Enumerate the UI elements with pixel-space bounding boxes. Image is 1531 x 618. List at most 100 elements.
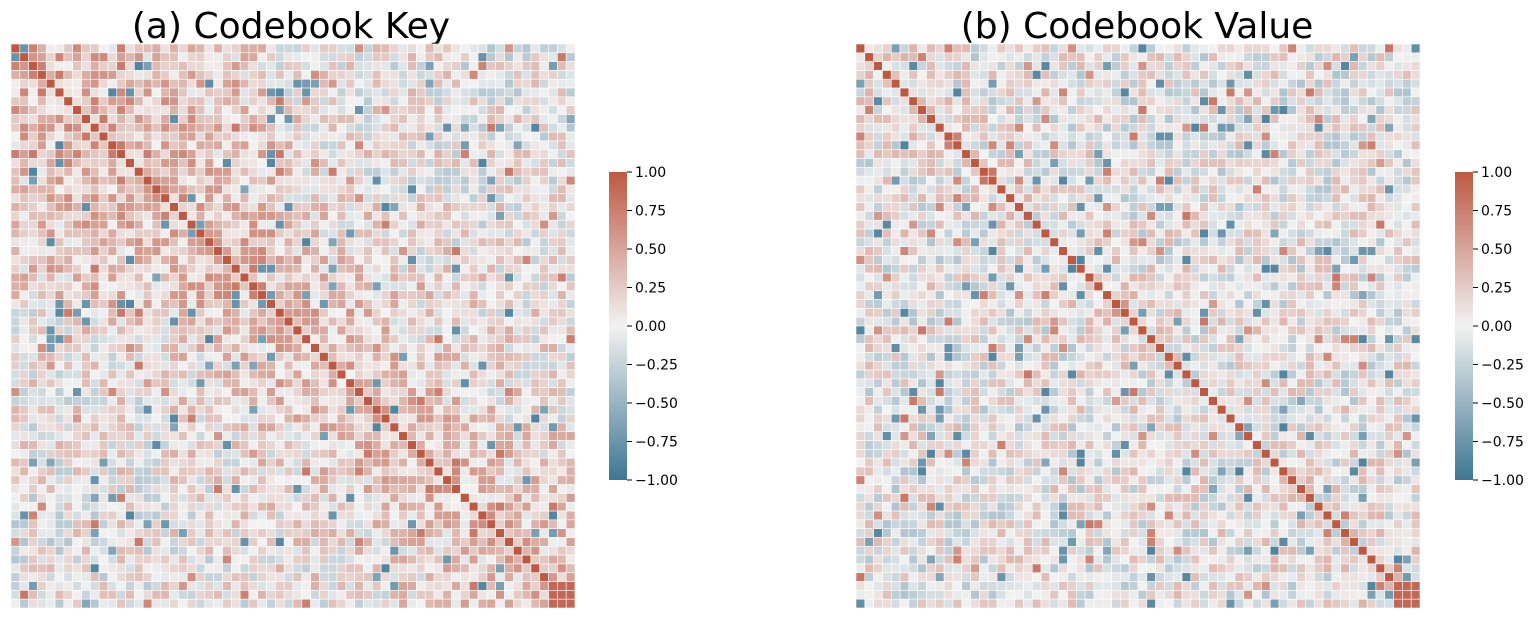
heatmap-cell: [1287, 78, 1297, 89]
heatmap-cell: [477, 475, 488, 485]
heatmap-cell: [926, 87, 936, 98]
heatmap-cell: [90, 387, 100, 397]
heatmap-cell: [548, 78, 558, 89]
heatmap-cell: [248, 114, 259, 124]
heatmap-cell: [213, 590, 223, 600]
heatmap-cell: [1084, 78, 1095, 89]
heatmap-cell: [486, 484, 496, 494]
heatmap-cell: [495, 290, 505, 300]
heatmap-cell: [996, 149, 1007, 159]
heatmap-cell: [460, 546, 470, 556]
heatmap-cell: [72, 167, 82, 177]
heatmap-cell: [301, 272, 311, 283]
heatmap-cell: [10, 131, 21, 142]
heatmap-cell: [486, 237, 496, 247]
heatmap-cell: [186, 519, 197, 529]
heatmap-cell: [231, 175, 241, 186]
heatmap-cell: [231, 114, 241, 124]
heatmap-cell: [539, 202, 549, 212]
heatmap-cell: [90, 211, 100, 221]
heatmap-cell: [142, 246, 153, 256]
heatmap-cell: [486, 114, 496, 124]
heatmap-cell: [433, 264, 444, 274]
heatmap-cell: [521, 61, 532, 71]
heatmap-cell: [98, 528, 109, 538]
heatmap-cell: [521, 413, 532, 424]
heatmap-cell: [327, 352, 338, 362]
heatmap-cell: [354, 519, 364, 529]
heatmap-cell: [380, 572, 391, 582]
heatmap-cell: [1234, 70, 1245, 80]
heatmap-cell: [125, 519, 135, 529]
heatmap-cell: [1340, 61, 1350, 71]
heatmap-cell: [239, 378, 250, 388]
heatmap-cell: [1084, 52, 1095, 62]
heatmap-cell: [1225, 114, 1236, 124]
heatmap-cell: [54, 184, 65, 195]
heatmap-cell: [970, 114, 980, 124]
heatmap-cell: [257, 501, 267, 512]
heatmap-cell: [557, 237, 567, 247]
heatmap-cell: [539, 519, 549, 529]
heatmap-cell: [222, 43, 232, 54]
heatmap-cell: [319, 590, 329, 600]
heatmap-cell: [142, 43, 153, 54]
heatmap-cell: [486, 70, 496, 80]
heatmap-cell: [1287, 43, 1297, 54]
heatmap-cell: [222, 167, 232, 177]
heatmap-cell: [63, 308, 73, 318]
heatmap-cell: [1305, 52, 1315, 62]
heatmap-cell: [873, 105, 883, 115]
heatmap-cell: [1402, 114, 1412, 124]
heatmap-cell: [10, 475, 21, 485]
heatmap-cell: [460, 281, 470, 292]
heatmap-cell: [160, 431, 170, 441]
heatmap-cell: [557, 528, 567, 538]
heatmap-cell: [292, 43, 303, 54]
heatmap-cell: [380, 352, 391, 362]
heatmap-cell: [54, 360, 65, 371]
heatmap-cell: [310, 449, 320, 459]
heatmap-cell: [1023, 158, 1033, 168]
heatmap-cell: [1181, 140, 1192, 151]
heatmap-cell: [565, 308, 576, 318]
heatmap-cell: [107, 149, 118, 159]
heatmap-cell: [37, 140, 47, 151]
heatmap-cell: [363, 246, 373, 256]
heatmap-cell: [495, 175, 505, 186]
heatmap-cell: [354, 123, 364, 133]
heatmap-cell: [424, 431, 435, 441]
heatmap-cell: [1349, 105, 1359, 115]
heatmap-cell: [10, 519, 21, 529]
heatmap-cell: [98, 449, 109, 459]
heatmap-cell: [283, 246, 294, 256]
heatmap-cell: [19, 308, 29, 318]
heatmap-cell: [1014, 96, 1024, 106]
heatmap-cell: [926, 131, 936, 142]
heatmap-cell: [477, 360, 488, 371]
heatmap-cell: [327, 43, 338, 54]
heatmap-cell: [310, 537, 320, 547]
heatmap-cell: [363, 264, 373, 274]
heatmap-cell: [495, 475, 505, 485]
heatmap-cell: [1102, 78, 1112, 89]
heatmap-cell: [151, 255, 162, 265]
heatmap-cell: [213, 581, 223, 591]
heatmap-cell: [495, 360, 505, 371]
heatmap-cell: [935, 114, 945, 124]
heatmap-cell: [1199, 96, 1209, 106]
heatmap-cell: [1031, 52, 1042, 62]
heatmap-cell: [521, 546, 532, 556]
heatmap-cell: [319, 219, 329, 230]
heatmap-cell: [63, 290, 73, 300]
heatmap-cell: [460, 264, 470, 274]
heatmap-cell: [407, 140, 417, 151]
heatmap-cell: [72, 290, 82, 300]
heatmap-cell: [354, 590, 364, 600]
heatmap-cell: [72, 501, 82, 512]
heatmap-cell: [72, 70, 82, 80]
heatmap-cell: [1172, 70, 1183, 80]
heatmap-cell: [345, 61, 355, 71]
heatmap-cell: [504, 360, 514, 371]
heatmap-cell: [495, 105, 505, 115]
